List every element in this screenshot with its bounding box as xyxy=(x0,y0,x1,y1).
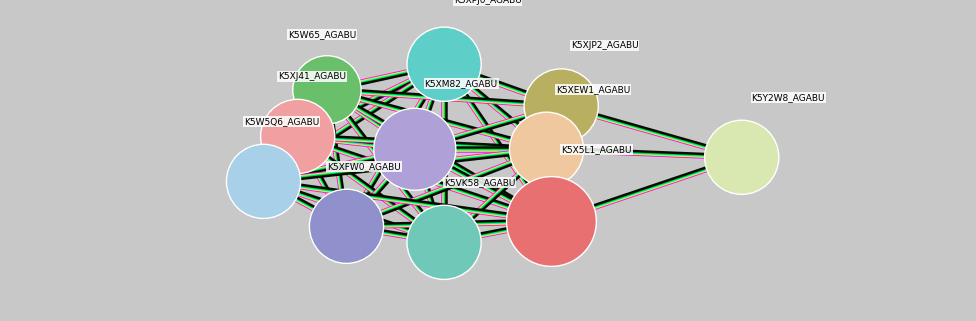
Ellipse shape xyxy=(509,112,584,187)
Ellipse shape xyxy=(407,27,481,101)
Text: K5XJP2_AGABU: K5XJP2_AGABU xyxy=(571,41,638,50)
Text: K5W65_AGABU: K5W65_AGABU xyxy=(288,30,356,39)
Ellipse shape xyxy=(507,177,596,266)
Text: K5XFW0_AGABU: K5XFW0_AGABU xyxy=(327,162,401,171)
Text: K5Y2W8_AGABU: K5Y2W8_AGABU xyxy=(752,93,825,102)
Ellipse shape xyxy=(293,56,361,124)
Text: K5X5L1_AGABU: K5X5L1_AGABU xyxy=(561,145,631,154)
Text: K5W5Q6_AGABU: K5W5Q6_AGABU xyxy=(244,117,319,126)
Ellipse shape xyxy=(374,108,456,190)
Ellipse shape xyxy=(407,205,481,280)
Ellipse shape xyxy=(226,144,301,219)
Text: K5XEW1_AGABU: K5XEW1_AGABU xyxy=(556,85,630,94)
Text: K5VK58_AGABU: K5VK58_AGABU xyxy=(444,178,515,187)
Ellipse shape xyxy=(524,69,598,143)
Ellipse shape xyxy=(309,189,384,264)
Text: K5XM82_AGABU: K5XM82_AGABU xyxy=(425,79,498,88)
Ellipse shape xyxy=(261,99,335,174)
Ellipse shape xyxy=(705,120,779,195)
Text: K5XJ41_AGABU: K5XJ41_AGABU xyxy=(278,72,346,81)
Text: K5XPJ0_AGABU: K5XPJ0_AGABU xyxy=(454,0,521,5)
